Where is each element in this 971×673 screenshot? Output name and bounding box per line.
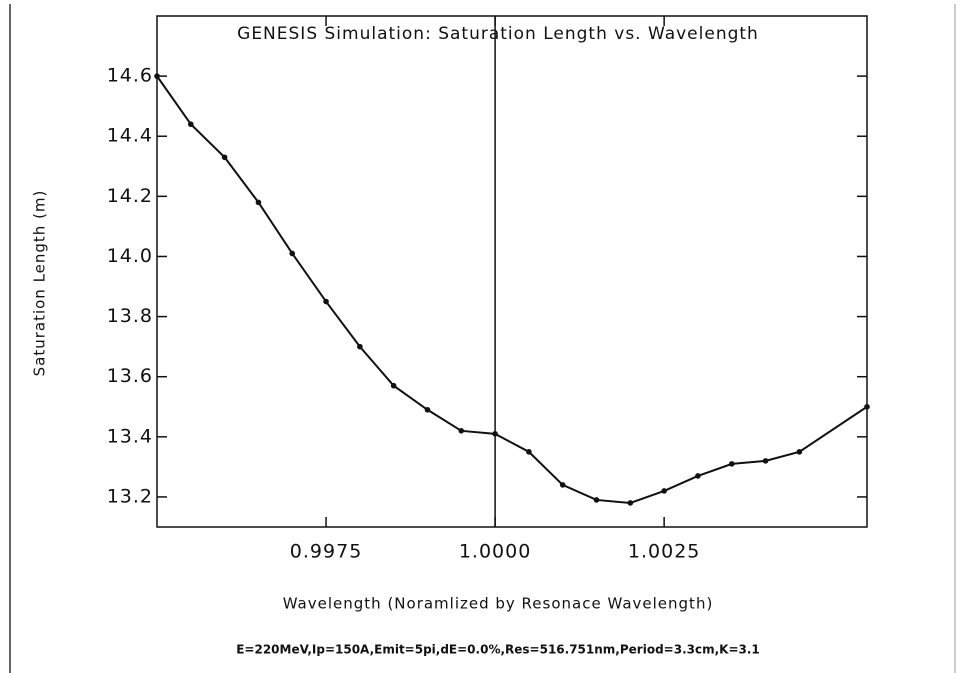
x-tick-label: 0.9975 <box>290 541 362 563</box>
chart-title: GENESIS Simulation: Saturation Length vs… <box>237 24 759 44</box>
x-axis-label: Wavelength (Noramlized by Resonace Wavel… <box>283 595 714 613</box>
data-point <box>221 154 228 161</box>
x-tick-label: 1.0000 <box>459 541 531 563</box>
data-point <box>864 403 870 410</box>
y-tick-label: 13.6 <box>107 365 153 387</box>
data-point <box>323 298 329 305</box>
data-point <box>661 488 667 494</box>
footnote: E=220MeV,Ip=150A,Emit=5pi,dE=0.0%,Res=51… <box>236 643 760 657</box>
plot-frame <box>156 15 868 528</box>
y-tick-label: 14.6 <box>107 65 153 87</box>
data-point <box>390 382 397 389</box>
data-point <box>255 199 262 206</box>
x-tick-label: 1.0025 <box>628 541 700 563</box>
y-tick-label: 14.2 <box>107 185 153 207</box>
data-point <box>593 497 600 503</box>
y-tick-label: 13.2 <box>107 485 153 507</box>
data-point <box>424 406 431 413</box>
data-point <box>289 250 296 257</box>
y-tick-label: 13.8 <box>107 305 153 327</box>
data-point <box>526 449 532 455</box>
data-point <box>188 121 194 128</box>
data-point <box>559 482 566 488</box>
data-point <box>458 428 465 434</box>
y-tick-label: 14.4 <box>107 125 153 147</box>
y-tick-label: 14.0 <box>107 245 153 267</box>
data-point <box>492 431 498 437</box>
data-point <box>695 473 701 479</box>
data-point <box>796 449 803 455</box>
data-point <box>357 343 363 350</box>
data-point <box>154 73 160 79</box>
data-point <box>627 500 634 506</box>
data-point <box>728 461 735 467</box>
y-tick-label: 13.4 <box>107 425 153 447</box>
y-axis-label: Saturation Length (m) <box>31 190 49 377</box>
data-point <box>762 458 769 464</box>
